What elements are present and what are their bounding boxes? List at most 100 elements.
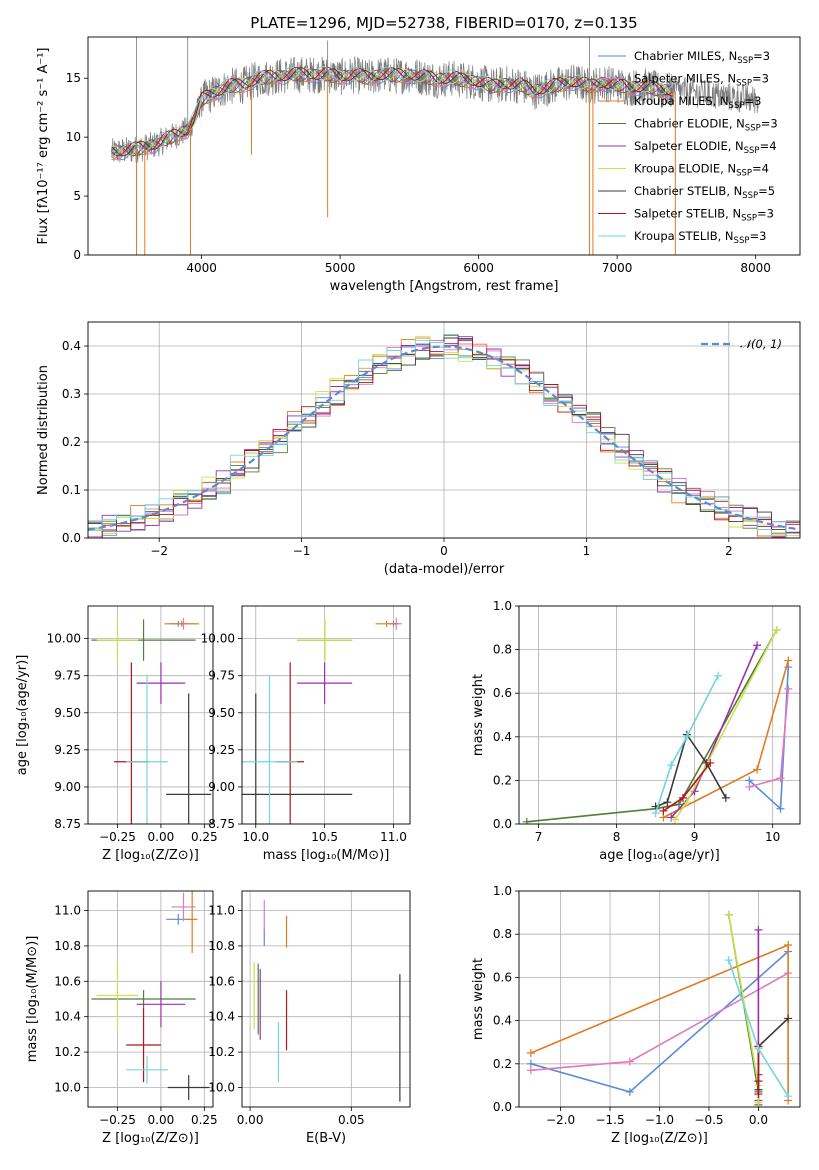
y-tick-label: 0.4: [493, 1014, 512, 1028]
mass-weight-marker: [522, 817, 531, 824]
spectrum-panel: 4000 5000 6000 7000 8000 0 5 10 15 wavelength [An…: [36, 36, 801, 294]
y-tick-label: 0.0: [493, 817, 512, 831]
x-tick-label: 7: [535, 830, 543, 844]
x-axis-label: Z [log₁₀(Z/Z⊙)]: [102, 1131, 199, 1146]
y-tick-label: 10.6: [208, 974, 235, 988]
legend-sub: SSP: [742, 191, 758, 201]
mass-weight-marker: [772, 625, 781, 634]
x-tick-label: 0.25: [191, 1113, 218, 1127]
x-tick-label: 5000: [325, 261, 356, 275]
mass-weight-marker: [724, 910, 733, 919]
legend-prefix: Kroupa STELIB, N: [634, 229, 734, 243]
mass-weight-marker: [754, 1044, 763, 1053]
axes-frame: [518, 890, 801, 1108]
legend-entry: Chabrier ELODIE, NSSP=3: [634, 117, 778, 134]
y-tick-label: 9.25: [208, 743, 235, 757]
x-tick-label: 10.5: [311, 830, 338, 844]
y-tick-label: 0.4: [62, 339, 81, 353]
legend-prefix: Chabrier ELODIE, N: [634, 117, 745, 131]
x-axis-label: wavelength [Angstrom, rest frame]: [330, 279, 559, 294]
legend-suffix: =3: [752, 72, 769, 86]
legend-sub: SSP: [744, 146, 760, 156]
legend-sub: SSP: [745, 124, 761, 134]
y-tick-label: 10.00: [201, 632, 235, 646]
axes-frame: [241, 605, 411, 825]
mass-weight-marker: [526, 1049, 535, 1057]
y-tick-label: 0.1: [62, 483, 81, 497]
age-vs-mass-panel: 10.0 10.5 11.0 8.75 9.00 9.25 9.50 9.75 10.00 mas…: [201, 605, 411, 863]
mass-weight-marker: [784, 941, 793, 949]
y-tick-label: 1.0: [493, 599, 512, 613]
x-tick-label: 0.00: [237, 1113, 264, 1127]
legend-sub: SSP: [736, 169, 752, 179]
mass-vs-Z-panel: −0.25 0.00 0.25 10.0 10.2 10.4 10.6 10.8 11.0 Z […: [25, 890, 218, 1146]
legend-suffix: =3: [749, 229, 766, 243]
model-spectrum-line: [111, 66, 673, 157]
y-tick-label: 10.6: [54, 974, 81, 988]
y-tick-label: 1.0: [493, 884, 512, 898]
x-axis-label: E(B-V): [306, 1131, 346, 1146]
legend-sub: SSP: [736, 79, 752, 89]
y-tick-label: 0.8: [493, 643, 512, 657]
legend-entry: 𝒩(0, 1): [740, 337, 782, 351]
residual-histogram-plot-area: [88, 334, 800, 538]
y-tick-label: 10.00: [47, 632, 81, 646]
legend-entry: Kroupa STELIB, NSSP=3: [634, 229, 766, 246]
mass-weight-marker: [754, 925, 763, 934]
mass-vs-Z-plot-area: [91, 891, 210, 1100]
legend-suffix: =3: [757, 207, 774, 221]
mass-weight-marker: [651, 809, 660, 818]
mass-weight-line: [654, 675, 719, 814]
mass-weight-marker: [526, 1066, 535, 1075]
x-tick-label: 11.0: [380, 830, 407, 844]
mass-weight-marker: [678, 793, 687, 802]
y-tick-label: 8.75: [54, 817, 81, 831]
y-tick-label: 0.2: [62, 435, 81, 449]
x-tick-label: −0.25: [99, 830, 136, 844]
model-spectrum-line: [111, 69, 673, 160]
y-axis-label: age [log₁₀(age/yr)]: [15, 655, 30, 776]
axes-frame: [241, 890, 411, 1108]
mass-weight-marker: [753, 765, 762, 774]
axes-frame: [87, 36, 801, 256]
legend-prefix: Kroupa MILES, N: [634, 94, 729, 108]
x-axis-label: mass [log₁₀(M/M⊙)]: [263, 848, 390, 863]
mass-weight-marker: [671, 815, 680, 824]
mass-weight-marker: [745, 782, 754, 791]
y-tick-label: 11.0: [208, 903, 235, 917]
y-tick-label: 10.0: [208, 1081, 235, 1095]
x-axis-label: (data-model)/error: [384, 562, 505, 577]
y-axis-label: Normed distribution: [36, 365, 51, 495]
mass-weight-vs-age-panel: 7 8 9 10 0.0 0.2 0.4 0.6 0.8 1.0 age [log₁₀(age/yr…: [471, 599, 801, 863]
mass-weight-vs-Z-plot-area: [526, 910, 793, 1107]
legend-prefix: Salpeter MILES, N: [634, 72, 736, 86]
legend-prefix: Chabrier MILES, N: [634, 49, 737, 63]
y-axis-label: Flux [fλ10⁻¹⁷ erg cm⁻² s⁻¹ A⁻¹]: [36, 48, 51, 245]
x-tick-label: 1: [583, 544, 591, 558]
age-vs-mass-plot-area: [242, 617, 402, 824]
legend-sub: SSP: [737, 56, 753, 66]
y-tick-label: 9.75: [208, 669, 235, 683]
mass-weight-marker: [724, 956, 733, 965]
x-axis-label: Z [log₁₀(Z/Z⊙)]: [102, 848, 199, 863]
y-tick-label: 0.0: [62, 531, 81, 545]
x-tick-label: 10: [765, 830, 780, 844]
axes-frame: [87, 890, 214, 1108]
x-tick-label: −1.5: [595, 1113, 624, 1127]
x-tick-label: 0.00: [148, 830, 175, 844]
mass-weight-line: [757, 1017, 789, 1090]
x-tick-label: 0.05: [338, 1113, 365, 1127]
mass-weight-marker: [754, 1077, 763, 1086]
y-tick-label: 10.8: [208, 939, 235, 953]
mass-vs-ebv-panel: 0.00 0.05 10.0 10.2 10.4 10.6 10.8 11.0 E(B-V): [208, 890, 411, 1146]
mass-weight-marker: [784, 656, 793, 665]
legend-suffix: =3: [761, 117, 778, 131]
x-tick-label: −2.0: [546, 1113, 575, 1127]
legend-prefix: Chabrier STELIB, N: [634, 184, 742, 198]
x-tick-label: 0.00: [148, 1113, 175, 1127]
legend-suffix: =3: [753, 49, 770, 63]
mass-weight-marker: [663, 798, 672, 807]
x-tick-label: 10.0: [242, 830, 269, 844]
y-tick-label: 0.6: [493, 970, 512, 984]
